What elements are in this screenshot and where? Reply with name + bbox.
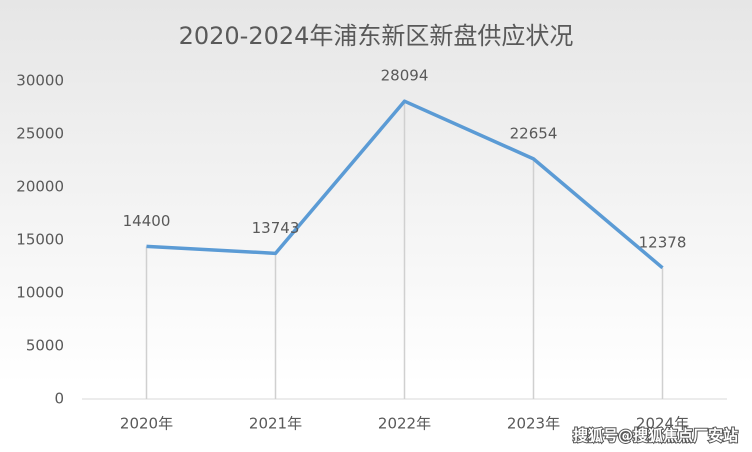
data-label: 14400 <box>123 212 171 230</box>
y-tick-label: 15000 <box>16 231 64 249</box>
data-label: 28094 <box>381 67 429 85</box>
y-tick-label: 25000 <box>16 125 64 143</box>
x-tick-label: 2021年 <box>249 415 302 433</box>
data-label: 22654 <box>510 124 558 142</box>
y-tick-label: 30000 <box>16 72 64 90</box>
x-tick-label: 2023年 <box>507 415 560 433</box>
x-tick-label: 2024年 <box>636 415 689 433</box>
data-label: 12378 <box>639 233 687 251</box>
y-tick-label: 20000 <box>16 178 64 196</box>
y-tick-label: 5000 <box>26 337 64 355</box>
y-tick-label: 10000 <box>16 284 64 302</box>
y-tick-label: 0 <box>54 390 64 408</box>
x-tick-label: 2020年 <box>120 415 173 433</box>
data-label: 13743 <box>252 219 300 237</box>
watermark: 搜狐号@搜狐焦点厂安站 <box>573 427 738 445</box>
chart-title: 2020-2024年浦东新区新盘供应状况 <box>179 22 574 50</box>
x-tick-label: 2022年 <box>378 415 431 433</box>
series-line <box>146 99 664 270</box>
